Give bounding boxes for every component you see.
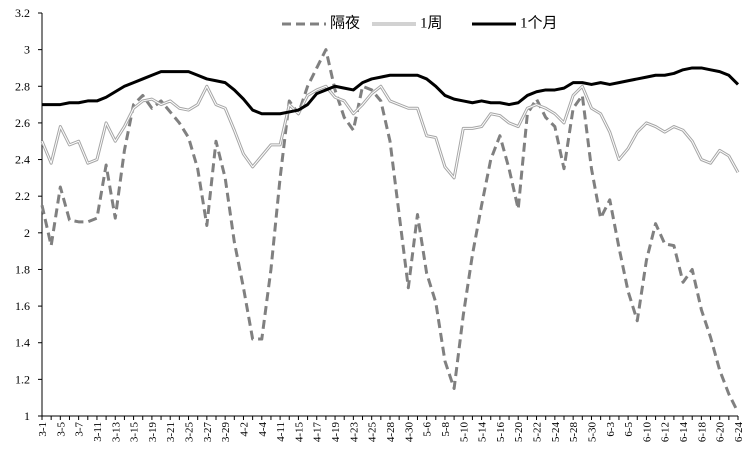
x-tick-label: 3-13 <box>110 422 122 443</box>
y-tick-label: 3.2 <box>15 6 30 20</box>
x-tick-label: 4-11 <box>275 422 287 442</box>
x-tick-label: 5-20 <box>513 422 525 443</box>
x-tick-label: 3-19 <box>147 422 159 443</box>
y-tick-label: 1 <box>24 409 30 423</box>
x-tick-label: 6-18 <box>696 422 708 443</box>
x-tick-label: 4-23 <box>348 422 360 443</box>
x-tick-label: 4-15 <box>293 422 305 443</box>
x-tick-label: 5-6 <box>422 422 434 437</box>
y-tick-label: 1.2 <box>15 372 30 386</box>
x-tick-label: 6-12 <box>660 422 672 442</box>
x-tick-label: 3-5 <box>55 422 67 437</box>
x-tick-label: 3-27 <box>202 422 214 443</box>
x-tick-label: 5-8 <box>440 422 452 437</box>
y-tick-label: 2 <box>24 226 30 240</box>
x-tick-label: 4-30 <box>403 422 415 443</box>
y-tick-label: 1.6 <box>15 299 30 313</box>
legend-label: 隔夜 <box>330 14 360 31</box>
x-tick-label: 5-24 <box>550 422 562 443</box>
x-tick-label: 5-16 <box>495 422 507 443</box>
x-tick-label: 4-17 <box>312 422 324 443</box>
x-tick-label: 3-29 <box>220 422 232 443</box>
x-tick-label: 4-28 <box>385 422 397 443</box>
x-tick-label: 4-25 <box>367 422 379 443</box>
x-tick-label: 6-5 <box>623 422 635 437</box>
x-tick-label: 5-30 <box>586 422 598 443</box>
x-tick-label: 4-19 <box>330 422 342 443</box>
x-tick-label: 3-7 <box>74 422 86 437</box>
x-tick-label: 6-20 <box>715 422 727 443</box>
x-tick-label: 4-2 <box>238 422 250 437</box>
series-line <box>40 48 740 414</box>
legend-label: 1个月 <box>520 14 558 31</box>
x-tick-label: 3-1 <box>37 422 49 437</box>
x-tick-label: 5-28 <box>568 422 580 443</box>
y-tick-label: 2.6 <box>15 116 30 130</box>
x-tick-label: 4-4 <box>257 422 269 437</box>
series-line <box>41 85 739 179</box>
y-tick-label: 2.2 <box>15 189 30 203</box>
x-tick-label: 6-3 <box>605 422 617 437</box>
x-tick-label: 3-15 <box>129 422 141 443</box>
x-tick-label: 6-10 <box>641 422 653 443</box>
x-tick-label: 6-24 <box>733 422 745 443</box>
y-tick-label: 3 <box>24 43 30 57</box>
x-tick-label: 3-21 <box>165 422 177 442</box>
x-tick-label: 6-14 <box>678 422 690 443</box>
series-line <box>42 66 740 116</box>
y-tick-label: 2.4 <box>15 153 30 167</box>
x-tick-label: 5-14 <box>477 422 489 443</box>
y-tick-label: 1.8 <box>15 262 30 276</box>
x-tick-label: 3-11 <box>92 422 104 442</box>
y-tick-label: 1.4 <box>15 336 30 350</box>
y-tick-label: 2.8 <box>15 79 30 93</box>
x-tick-label: 5-22 <box>532 422 544 442</box>
x-tick-label: 3-25 <box>184 422 196 443</box>
x-tick-label: 5-10 <box>458 422 470 443</box>
legend-label: 1周 <box>420 14 443 31</box>
